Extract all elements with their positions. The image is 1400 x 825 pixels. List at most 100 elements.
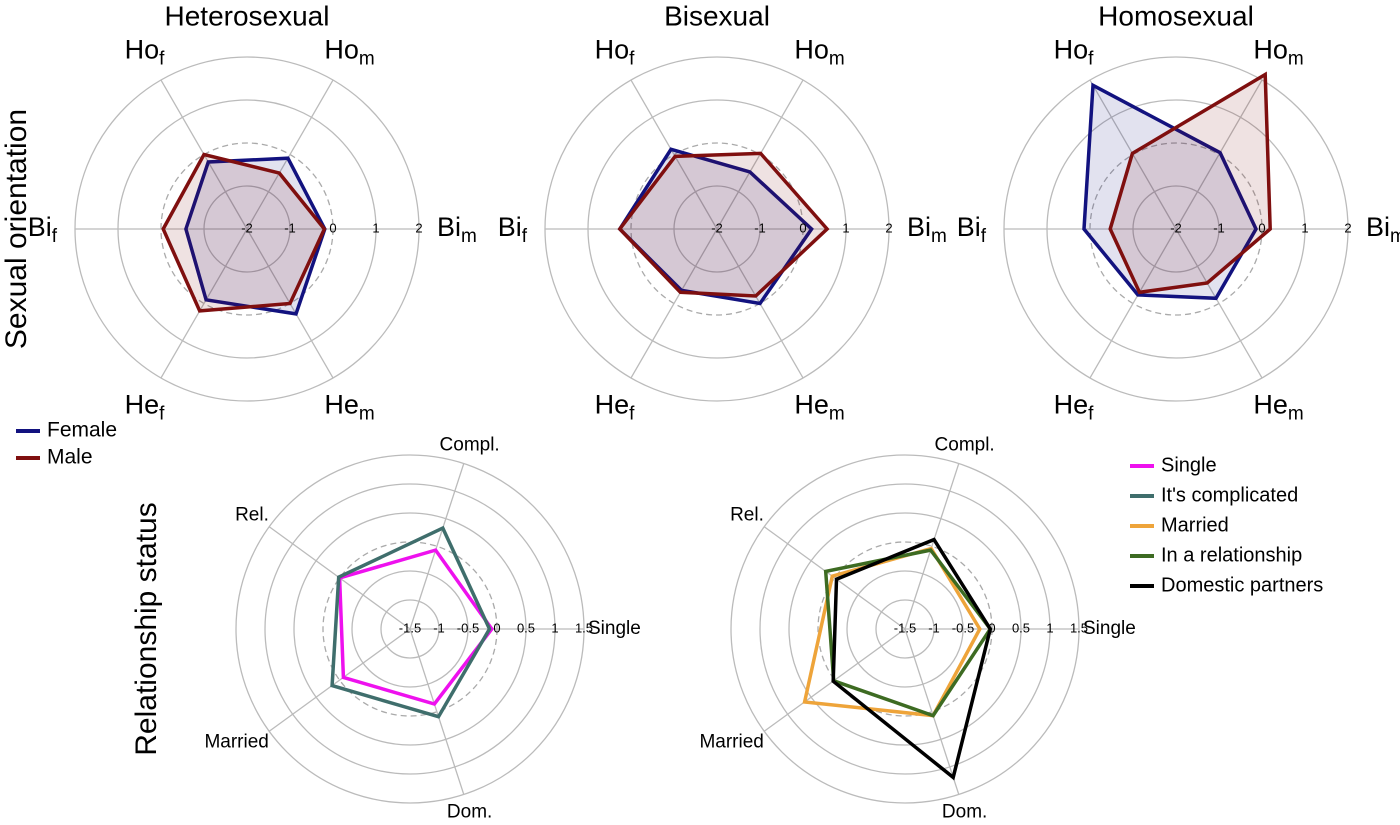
spoke xyxy=(246,79,334,230)
chart-title: Homosexual xyxy=(1098,0,1254,31)
category-text: Ho xyxy=(794,35,829,65)
category-label: Hof xyxy=(595,35,636,70)
r-tick-label: 0 xyxy=(329,220,336,235)
category-text: Compl. xyxy=(440,434,500,455)
category-label: Hom xyxy=(324,35,374,70)
category-label: Bim xyxy=(907,212,947,247)
row-label: Relationship status xyxy=(130,502,163,755)
category-text: He xyxy=(125,390,160,420)
category-label: Hof xyxy=(125,35,166,70)
category-subscript: f xyxy=(981,226,987,247)
category-text: Dom. xyxy=(942,802,987,823)
category-label: Hom xyxy=(1253,35,1303,70)
spoke xyxy=(409,463,465,630)
category-text: He xyxy=(1253,390,1288,420)
category-subscript: f xyxy=(629,48,635,69)
category-text: He xyxy=(595,390,630,420)
r-tick-label: 0 xyxy=(493,620,500,635)
legend-label: Male xyxy=(47,446,93,469)
r-tick-label: 2 xyxy=(1344,220,1351,235)
r-tick-label: 0 xyxy=(1258,220,1265,235)
category-text: Ho xyxy=(1054,35,1089,65)
r-tick-label: 0 xyxy=(799,220,806,235)
category-text: Married xyxy=(204,731,268,752)
category-label: Compl. xyxy=(440,434,500,455)
r-tick-label: 2 xyxy=(885,220,892,235)
r-tick-label: 1 xyxy=(372,220,379,235)
series-polygon xyxy=(1082,82,1258,301)
category-subscript: m xyxy=(1390,226,1400,247)
category-text: He xyxy=(324,390,359,420)
category-text: Married xyxy=(699,731,763,752)
r-tick-label: -0.5 xyxy=(457,620,479,635)
category-text: He xyxy=(794,390,829,420)
category-text: Bi xyxy=(907,212,931,242)
legend-label: Domestic partners xyxy=(1161,574,1323,596)
category-text: Ho xyxy=(324,35,359,65)
category-text: Compl. xyxy=(935,434,995,455)
r-tick-label: -1 xyxy=(1213,220,1225,235)
spoke xyxy=(904,463,960,630)
category-text: Rel. xyxy=(730,505,764,526)
r-tick-label: 0.5 xyxy=(1012,620,1030,635)
category-text: Ho xyxy=(125,35,160,65)
r-tick-label: -1 xyxy=(433,620,445,635)
r-tick-label: 1.5 xyxy=(575,620,593,635)
spoke xyxy=(904,628,960,795)
category-text: Rel. xyxy=(235,505,269,526)
series-polygon xyxy=(823,548,993,718)
category-label: Compl. xyxy=(935,434,995,455)
r-tick-label: -1 xyxy=(284,220,296,235)
r-tick-label: 1 xyxy=(842,220,849,235)
category-label: Bif xyxy=(957,212,987,247)
r-tick-label: -2 xyxy=(711,220,723,235)
category-text: Bi xyxy=(498,212,522,242)
r-tick-label: -1.5 xyxy=(399,620,421,635)
spoke xyxy=(268,628,411,732)
legend-label: It's complicated xyxy=(1161,484,1298,506)
category-label: Hef xyxy=(595,390,636,425)
r-tick-label: 2 xyxy=(415,220,422,235)
r-tick-label: -1 xyxy=(754,220,766,235)
category-label: Single xyxy=(1083,618,1136,639)
legend-label: In a relationship xyxy=(1161,544,1302,566)
spoke xyxy=(630,228,718,379)
category-subscript: m xyxy=(829,48,845,69)
category-label: Bim xyxy=(1366,212,1400,247)
category-label: Bim xyxy=(437,212,477,247)
category-subscript: f xyxy=(1088,48,1094,69)
category-label: Hof xyxy=(1054,35,1095,70)
category-subscript: f xyxy=(159,404,165,425)
category-label: Dom. xyxy=(447,802,492,823)
category-subscript: f xyxy=(522,226,528,247)
spoke xyxy=(763,526,906,630)
legend-label: Single xyxy=(1161,454,1217,476)
series-polygon xyxy=(831,537,993,781)
category-label: Hem xyxy=(794,390,844,425)
category-subscript: m xyxy=(1288,48,1304,69)
category-text: Dom. xyxy=(447,802,492,823)
category-text: Bi xyxy=(1366,212,1390,242)
category-label: Married xyxy=(699,731,763,752)
category-subscript: f xyxy=(52,226,58,247)
r-tick-label: -2 xyxy=(1170,220,1182,235)
category-subscript: m xyxy=(829,404,845,425)
category-label: Rel. xyxy=(730,505,764,526)
r-tick-label: 1 xyxy=(1046,620,1053,635)
r-tick-label: -1 xyxy=(928,620,940,635)
spoke xyxy=(630,79,718,230)
r-tick-label: -0.5 xyxy=(952,620,974,635)
category-label: Hom xyxy=(794,35,844,70)
spoke xyxy=(160,228,248,379)
category-label: Hem xyxy=(1253,390,1303,425)
r-tick-label: -1.5 xyxy=(894,620,916,635)
category-label: Bif xyxy=(28,212,58,247)
series-polygon xyxy=(337,548,494,707)
series-polygon xyxy=(330,525,492,719)
category-subscript: m xyxy=(359,404,375,425)
chart-title: Heterosexual xyxy=(165,0,330,31)
category-subscript: f xyxy=(159,48,165,69)
legend-label: Female xyxy=(47,419,117,442)
